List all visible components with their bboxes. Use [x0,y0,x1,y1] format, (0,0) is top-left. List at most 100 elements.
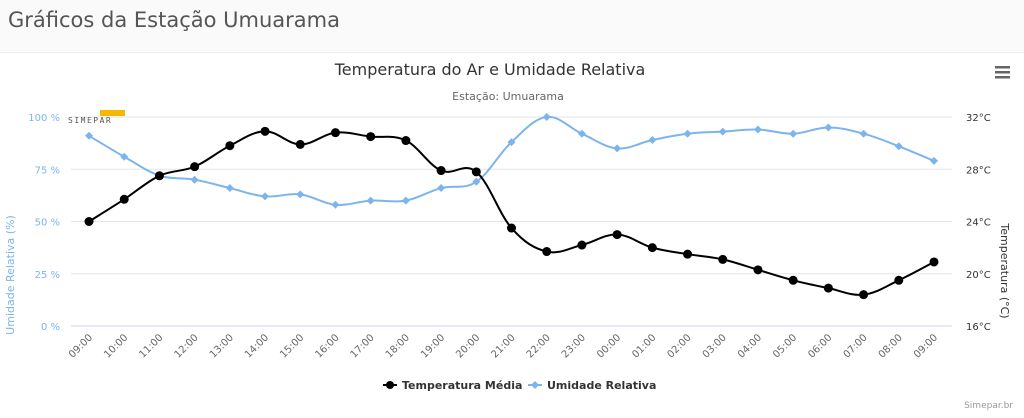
temperature-point[interactable] [401,136,411,146]
simepar-logo: SIMEPAR [68,110,125,125]
temperature-point[interactable] [260,126,270,136]
x-tick-label: 02:00 [666,332,694,360]
legend-label: Temperatura Média [402,379,522,392]
page-title: Gráficos da Estação Umuarama [8,8,340,32]
series-temperatura-media [84,126,939,300]
x-tick-label: 11:00 [137,332,165,360]
y-right-tick-label: 24°C [966,218,991,229]
temperature-point[interactable] [436,166,446,176]
temperature-point[interactable] [577,240,587,250]
humidity-point[interactable] [683,129,692,138]
humidity-point[interactable] [789,129,798,138]
x-tick-label: 20:00 [454,332,482,360]
temperature-point[interactable] [647,243,657,253]
humidity-point[interactable] [824,123,833,132]
temperature-point[interactable] [542,247,552,257]
legend-item-temperatura-media[interactable]: Temperatura Média [383,379,522,392]
y-axis-right: 16°C 20°C 24°C 28°C 32°C [966,113,991,333]
humidity-point[interactable] [718,127,727,136]
temperature-point[interactable] [894,275,904,285]
humidity-point[interactable] [753,125,762,134]
temperature-point[interactable] [330,128,340,138]
x-tick-label: 09:00 [67,332,95,360]
humidity-point[interactable] [894,142,903,151]
series-line [88,130,935,296]
logo-text: SIMEPAR [68,116,112,125]
series-umidade-relativa [85,113,938,209]
temperature-point[interactable] [225,141,235,151]
x-tick-label: 16:00 [313,332,341,360]
temperature-point[interactable] [753,265,763,275]
x-tick-label: 03:00 [701,332,729,360]
humidity-point[interactable] [120,152,129,161]
humidity-point[interactable] [930,156,938,165]
grid-lines [71,116,952,327]
temperature-point[interactable] [119,194,129,204]
humidity-point[interactable] [366,196,375,205]
x-tick-label: 14:00 [243,332,271,360]
humidity-point[interactable] [542,113,551,121]
temperature-point[interactable] [823,283,833,293]
temperature-point[interactable] [612,230,622,240]
y-right-tick-label: 32°C [966,113,991,124]
x-tick-label: 23:00 [560,332,588,360]
x-tick-label: 01:00 [630,332,658,360]
x-tick-label: 17:00 [349,332,377,360]
temperature-point[interactable] [366,132,376,142]
page-header: Gráficos da Estação Umuarama [0,0,1024,53]
x-tick-label: 21:00 [489,332,517,360]
humidity-point[interactable] [472,177,481,186]
humidity-point[interactable] [261,192,270,201]
temperature-point[interactable] [718,254,728,264]
chart-svg: Temperatura do Ar e Umidade Relativa Est… [4,60,1015,411]
humidity-point[interactable] [85,131,93,140]
x-tick-label: 00:00 [595,332,623,360]
humidity-point[interactable] [577,129,586,138]
humidity-point[interactable] [437,184,446,193]
x-tick-label: 06:00 [806,332,834,360]
humidity-point[interactable] [401,196,410,205]
temperature-point[interactable] [929,257,939,267]
legend-label: Umidade Relativa [547,379,656,392]
credits[interactable]: Simepar.br [964,401,1013,411]
chart-menu-button[interactable] [991,62,1015,84]
temperature-point[interactable] [154,171,164,181]
y-left-tick-label: 100 % [28,113,60,124]
humidity-point[interactable] [225,184,234,193]
x-tick-label: 09:00 [912,332,940,360]
y-right-tick-label: 16°C [966,322,991,333]
chart-subtitle: Estação: Umuarama [452,90,564,103]
x-tick-label: 13:00 [208,332,236,360]
temperature-point[interactable] [507,223,516,233]
temperature-point[interactable] [859,290,869,300]
y-right-tick-label: 28°C [966,165,991,176]
humidity-point[interactable] [613,144,622,153]
x-tick-label: 15:00 [278,332,306,360]
x-tick-label: 05:00 [771,332,799,360]
humidity-point[interactable] [648,135,657,144]
temperature-point[interactable] [295,139,305,149]
y-left-tick-label: 75 % [35,165,60,176]
temperature-point[interactable] [84,217,94,226]
x-tick-label: 04:00 [736,332,764,360]
humidity-point[interactable] [507,138,516,147]
legend: Temperatura Média Umidade Relativa [383,379,656,392]
x-tick-label: 19:00 [419,332,447,360]
temperature-point[interactable] [683,249,693,259]
logo-accent [100,110,125,116]
humidity-point[interactable] [296,190,305,199]
humidity-point[interactable] [190,175,199,184]
x-tick-label: 08:00 [877,332,905,360]
humidity-point[interactable] [331,200,340,209]
y-left-tick-label: 50 % [35,218,60,229]
series-group [84,113,939,300]
x-axis: 09:00 10:00 11:00 12:00 13:00 14:00 15:00 16:00… [67,332,940,360]
legend-diamond-marker [531,381,539,389]
temperature-point[interactable] [190,162,200,172]
humidity-point[interactable] [859,129,868,138]
y-axis-right-title: Temperatura (°C) [998,222,1011,318]
temperature-point[interactable] [788,275,798,285]
legend-item-umidade-relativa[interactable]: Umidade Relativa [528,379,656,392]
temperature-point[interactable] [471,167,481,177]
y-left-tick-label: 0 % [41,322,60,333]
